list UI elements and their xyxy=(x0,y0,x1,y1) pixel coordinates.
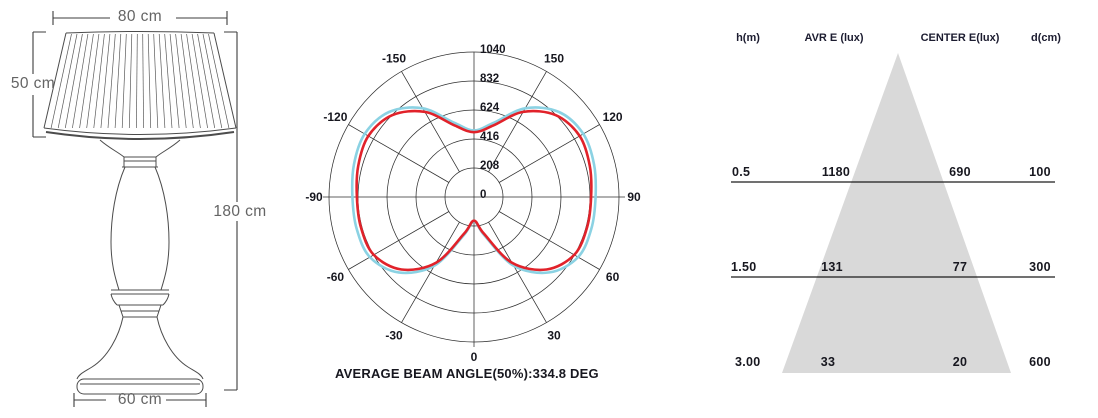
cone-cell-h-3: 3.00 xyxy=(735,355,761,369)
svg-text:208: 208 xyxy=(480,160,500,172)
svg-text:832: 832 xyxy=(480,73,499,85)
cone-cell-d-1: 100 xyxy=(1029,165,1051,179)
svg-text:-30: -30 xyxy=(385,329,403,343)
cone-header-avr-e: AVR E (lux) xyxy=(804,32,864,44)
dimension-lines xyxy=(32,11,238,407)
cone-header-h: h(m) xyxy=(736,32,760,44)
cone-cell-h-1: 0.5 xyxy=(732,165,751,179)
svg-text:120: 120 xyxy=(603,110,623,124)
cone-cell-avr-2: 131 xyxy=(821,260,843,274)
cone-cell-d-2: 300 xyxy=(1029,260,1051,274)
svg-text:624: 624 xyxy=(480,102,500,114)
cone-cell-avr-1: 1180 xyxy=(821,165,851,179)
cone-cell-center-2: 77 xyxy=(952,260,968,274)
svg-text:-60: -60 xyxy=(327,270,345,284)
lamp-dimension-drawing: 80 cm 50 cm 180 cm 60 cm xyxy=(11,8,266,408)
cone-header-d: d(cm) xyxy=(1031,32,1061,44)
lamp-shade-height-label: 50 cm xyxy=(11,75,55,92)
svg-text:-120: -120 xyxy=(323,110,347,124)
shade-pleats xyxy=(50,33,230,129)
cone-cell-center-3: 20 xyxy=(952,355,968,369)
light-cone-triangle xyxy=(782,53,1011,373)
cone-header-center-e: CENTER E(lux) xyxy=(920,32,1000,44)
red-curve xyxy=(355,109,593,272)
lamp-outline xyxy=(43,31,237,395)
lamp-top-width-label: 80 cm xyxy=(118,8,162,25)
svg-text:30: 30 xyxy=(547,329,561,343)
svg-text:60: 60 xyxy=(606,270,620,284)
svg-text:-90: -90 xyxy=(305,190,323,204)
cone-graphic xyxy=(731,53,1055,373)
cone-cell-avr-3: 33 xyxy=(820,355,836,369)
beam-angle-caption: AVERAGE BEAM ANGLE(50%):334.8 DEG xyxy=(335,366,599,381)
svg-text:1040: 1040 xyxy=(480,44,506,56)
svg-text:0: 0 xyxy=(471,350,478,364)
photometric-polar-chart: 0 208 416 624 832 1040 -150 -120 -90 -60 -30 0 30 60 9… xyxy=(305,44,641,364)
polar-grid xyxy=(323,51,625,347)
svg-text:150: 150 xyxy=(544,51,564,65)
svg-text:-150: -150 xyxy=(382,51,406,65)
illuminance-cone-diagram: h(m) AVR E (lux) CENTER E(lux) d(cm) 0.5… xyxy=(700,0,1098,418)
lamp-base-width-label: 60 cm xyxy=(118,391,162,408)
cone-cell-center-1: 690 xyxy=(949,165,971,179)
intensity-curves xyxy=(350,106,598,275)
svg-text:416: 416 xyxy=(480,131,499,143)
svg-text:0: 0 xyxy=(480,189,486,201)
cone-cell-d-3: 600 xyxy=(1029,355,1051,369)
cone-cell-h-2: 1.50 xyxy=(731,260,757,274)
svg-text:90: 90 xyxy=(627,190,641,204)
polar-axis-labels: 0 208 416 624 832 1040 -150 -120 -90 -60 -30 0 30 60 9… xyxy=(305,44,641,364)
lamp-total-height-label: 180 cm xyxy=(213,203,266,220)
